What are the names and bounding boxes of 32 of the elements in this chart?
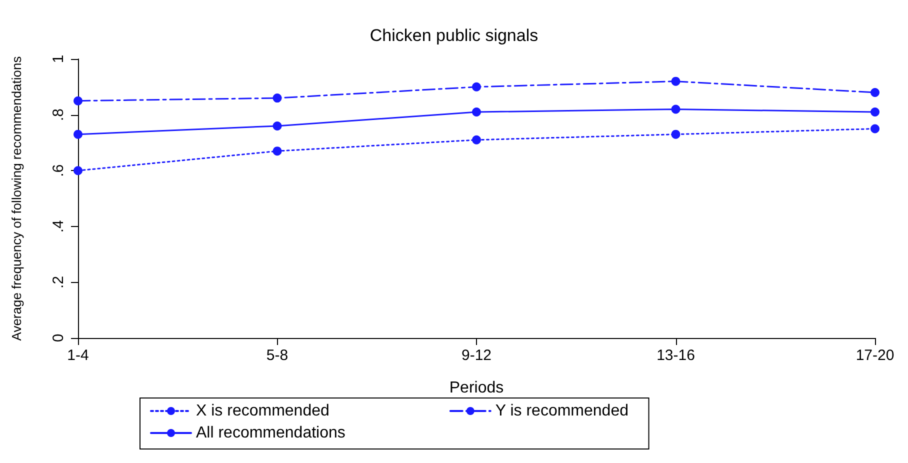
legend-label: X is recommended <box>196 402 330 420</box>
y-axis-title: Average frequency of following recommendations <box>9 56 24 341</box>
point <box>671 130 680 139</box>
legend-label: All recommendations <box>196 424 346 442</box>
y-tick-label: .8 <box>50 108 67 122</box>
point <box>74 166 82 176</box>
point <box>272 121 282 130</box>
point <box>272 94 282 103</box>
point <box>472 108 481 117</box>
point <box>870 124 880 134</box>
x-tick-label: 17-20 <box>856 347 894 364</box>
y-tick-label: .4 <box>50 220 67 233</box>
x-tick-label: 9-12 <box>461 347 492 364</box>
point <box>870 108 880 117</box>
y-tick-label: .6 <box>50 164 67 177</box>
point <box>472 135 481 144</box>
point <box>671 104 680 114</box>
x-tick-label: 5-8 <box>266 347 288 364</box>
point <box>671 76 680 86</box>
y-tick-label: 1 <box>50 54 67 64</box>
x-tick-label: 13-16 <box>656 347 695 364</box>
x-tick-label: 1-4 <box>67 347 89 364</box>
point <box>472 82 481 92</box>
point <box>272 146 282 156</box>
legend-label: Y is recommended <box>495 402 628 420</box>
point <box>74 96 82 106</box>
y-tick-label: .2 <box>50 276 67 288</box>
point <box>74 130 82 139</box>
point <box>870 88 880 97</box>
y-tick-label: 0 <box>50 334 67 342</box>
x-axis-title: Periods <box>449 380 504 396</box>
chart-title: Chicken public signals <box>370 26 538 45</box>
